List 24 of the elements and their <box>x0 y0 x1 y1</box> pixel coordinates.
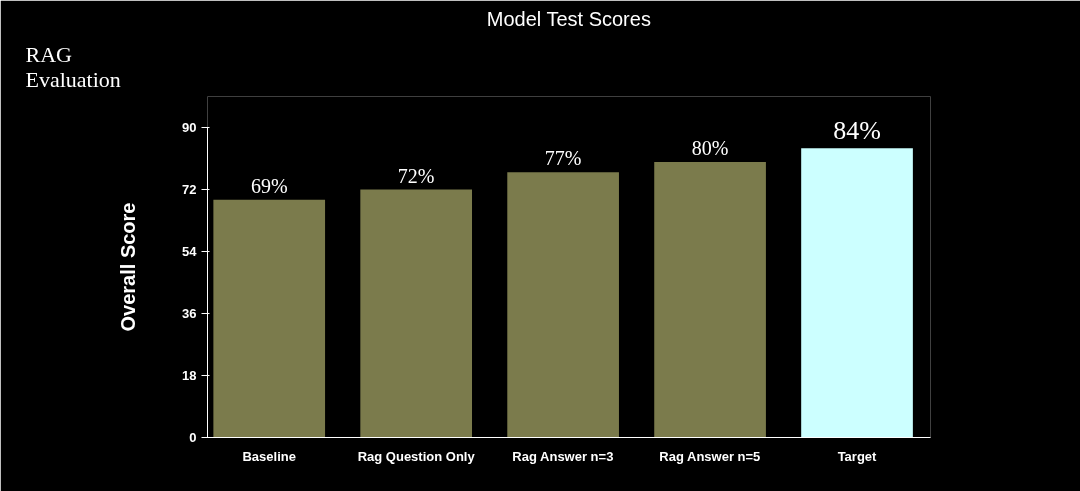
y-tick-label: 0 <box>189 430 197 445</box>
x-tick-label: Rag Answer n=5 <box>659 448 761 464</box>
bar <box>654 161 766 438</box>
data-label: 69% <box>250 174 288 197</box>
y-axis-title: Overall Score <box>117 202 140 332</box>
data-label: 77% <box>544 147 582 170</box>
x-tick-label: Rag Question Only <box>357 448 476 464</box>
y-tick-label: 90 <box>182 120 197 135</box>
text: RAG Evaluation <box>25 41 121 92</box>
data-label: 80% <box>691 136 729 159</box>
bar <box>360 189 473 438</box>
data-label: 84% <box>833 116 881 146</box>
y-tick-label: 54 <box>182 244 198 259</box>
x-tick-label: Baseline <box>242 448 296 464</box>
bar <box>801 148 913 438</box>
y-tick-label: 72 <box>182 182 197 197</box>
bar <box>507 172 619 438</box>
y-tick-label: 36 <box>182 306 197 321</box>
bar <box>213 199 326 438</box>
x-tick-label: Rag Answer n=3 <box>512 448 614 464</box>
x-tick-label: Target <box>837 448 878 464</box>
chart-title: Model Test Scores <box>486 7 651 30</box>
y-tick-label: 18 <box>182 368 197 383</box>
data-label: 72% <box>397 164 435 187</box>
